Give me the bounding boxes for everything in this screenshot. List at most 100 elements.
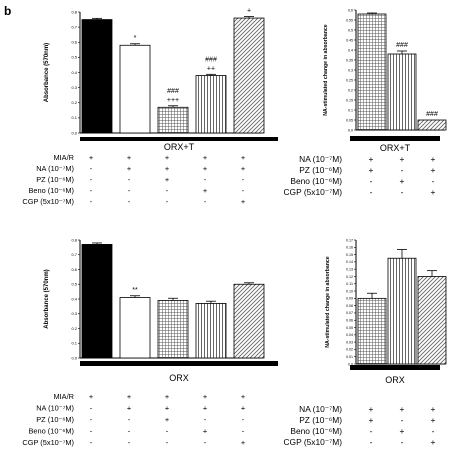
bar [81, 19, 113, 134]
y-axis-title: NA-stimulated change in absorbance [323, 24, 329, 115]
condition-label: Beno (10⁻⁶M) [28, 427, 74, 436]
y-tick-label: 0.2 [348, 88, 353, 92]
y-tick-label: 0.45 [346, 38, 353, 42]
condition-cell: + [241, 438, 245, 447]
condition-cell: + [400, 176, 405, 186]
condition-cell: - [242, 415, 245, 424]
y-tick-label: 0.6 [71, 40, 77, 45]
condition-cell: + [369, 404, 374, 414]
significance-label: +++ [167, 97, 179, 104]
condition-cell: - [370, 176, 373, 186]
bar [387, 257, 417, 365]
condition-cell: + [241, 392, 245, 401]
y-tick-label: 0.5 [348, 28, 353, 32]
condition-label: PZ (10⁻⁶M) [299, 415, 342, 425]
bar [119, 44, 151, 134]
y-tick-label: 0.15 [346, 98, 353, 102]
condition-cell: + [203, 153, 207, 162]
y-tick-label: 0.1 [71, 115, 77, 120]
group-label: ORX [385, 375, 405, 385]
condition-cell: + [431, 437, 436, 447]
condition-cell: - [242, 186, 245, 195]
condition-label: NA (10⁻⁷M) [36, 404, 74, 413]
bar [387, 53, 417, 131]
y-tick-label: 0.06 [346, 319, 353, 323]
y-tick-label: 0.0 [348, 362, 353, 366]
charts-layer: 0.0 0.1 0.2 0.3 0.4 0.5 0.6 0.7 0.8 Absorbance (5… [44, 8, 447, 385]
significance-label: ** [132, 287, 138, 294]
condition-cell: - [432, 176, 435, 186]
condition-cell: - [128, 415, 131, 424]
condition-cell: + [369, 154, 374, 164]
condition-cell: - [166, 438, 169, 447]
significance-label: * [134, 35, 137, 42]
y-tick-label: 0.8 [71, 9, 77, 14]
condition-cell: + [165, 404, 169, 413]
condition-cell: - [204, 197, 207, 206]
y-tick-label: 0.17 [346, 238, 353, 242]
condition-cell: - [401, 187, 404, 197]
condition-cell: + [241, 404, 245, 413]
chart-1: 0.0 0.1 0.2 0.3 0.4 0.5 0.6 0.7 0.8 Absorbance (5… [44, 8, 278, 152]
group-band [350, 365, 440, 370]
condition-cell: - [128, 427, 131, 436]
condition-cell: + [241, 197, 245, 206]
y-tick-label: 0.10 [346, 289, 353, 293]
condition-cell: - [166, 197, 169, 206]
y-tick-label: 0.5 [71, 55, 77, 60]
condition-cell: - [166, 427, 169, 436]
y-tick-label: 0.01 [346, 355, 353, 359]
y-tick-label: 0.05 [346, 118, 353, 122]
condition-cell: + [400, 404, 405, 414]
y-tick-label: 0.07 [346, 311, 353, 315]
chart-4: 0.0 0.01 0.02 0.03 0.04 0.05 0.06 0.07 0.08 0.09 0… [325, 238, 447, 385]
condition-label: PZ (10⁻⁶M) [36, 175, 74, 184]
bar [195, 303, 227, 359]
condition-cell: - [401, 415, 404, 425]
condition-cell: + [203, 404, 207, 413]
bar [81, 244, 113, 359]
condition-label: NA (10⁻⁷M) [299, 154, 342, 164]
condition-cell: - [370, 437, 373, 447]
y-tick-label: 0.11 [346, 282, 353, 286]
condition-cell: + [203, 392, 207, 401]
y-tick-label: 0.2 [71, 326, 77, 331]
condition-cell: - [128, 438, 131, 447]
bar [157, 106, 189, 134]
condition-cell: - [401, 165, 404, 175]
y-tick-label: 0.25 [346, 78, 353, 82]
y-tick-label: 0.0 [348, 128, 353, 132]
bar [233, 283, 265, 359]
condition-cell: + [165, 153, 169, 162]
condition-cell: + [431, 165, 436, 175]
condition-cell: + [127, 404, 131, 413]
y-tick-label: 0.55 [346, 18, 353, 22]
condition-cell: + [431, 415, 436, 425]
y-tick-label: 0.09 [346, 297, 353, 301]
condition-cell: + [203, 186, 207, 195]
condition-cell: + [165, 175, 169, 184]
condition-label: Beno (10⁻⁶M) [290, 176, 342, 186]
condition-cell: + [127, 153, 131, 162]
conditions-table-4: NA (10⁻⁷M) + + +PZ (10⁻⁶M) + - +Beno (10⁻⁶M) - +… [284, 404, 436, 447]
condition-cell: + [241, 153, 245, 162]
y-tick-label: 0.35 [346, 58, 353, 62]
condition-cell: + [369, 165, 374, 175]
y-axis-title: Absorbance (570nm) [44, 269, 50, 328]
tables-layer: MIA/R + + + + +NA (10⁻⁷M) - + + + +PZ (10⁻⁶M) - - + - -… [22, 153, 435, 447]
condition-label: CGP (5x10⁻⁷M) [284, 187, 343, 197]
conditions-table-2: NA (10⁻⁷M) + + +PZ (10⁻⁶M) + - +Beno (10⁻⁶M) - +… [284, 154, 436, 197]
group-label: ORX+T [380, 143, 411, 153]
group-label: ORX+T [164, 142, 195, 152]
y-tick-label: 0.2 [71, 100, 77, 105]
chart-3: 0.0 0.1 0.2 0.3 0.4 0.5 0.6 0.7 0.8 Absorbance (5… [44, 237, 278, 383]
condition-cell: + [400, 154, 405, 164]
condition-cell: - [128, 175, 131, 184]
condition-cell: - [401, 437, 404, 447]
condition-label: MIA/R [53, 153, 74, 162]
condition-label: NA (10⁻⁷M) [299, 404, 342, 414]
y-axis-title: NA-stimulated change in absorbance [325, 256, 331, 347]
y-tick-label: 0.6 [348, 8, 353, 12]
condition-cell: - [166, 186, 169, 195]
condition-cell: - [370, 426, 373, 436]
